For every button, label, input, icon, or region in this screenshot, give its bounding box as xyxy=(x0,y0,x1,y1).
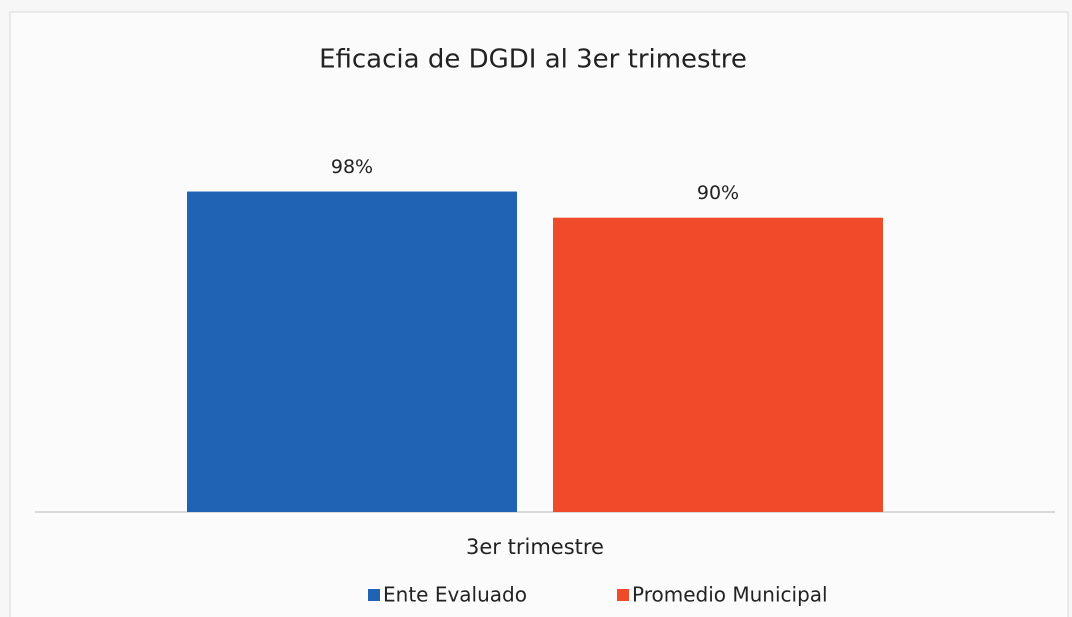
legend-label: Ente Evaluado xyxy=(383,583,527,607)
chart-frame xyxy=(9,11,1069,617)
legend-swatch xyxy=(368,589,380,601)
value-label: 90% xyxy=(697,182,739,204)
chart-title: Eficacia de DGDI al 3er trimestre xyxy=(319,45,747,75)
legend-label: Promedio Municipal xyxy=(632,583,828,607)
bar xyxy=(553,217,883,512)
value-label: 98% xyxy=(331,156,373,178)
bar xyxy=(187,191,517,513)
x-tick-label: 3er trimestre xyxy=(466,535,604,559)
legend-swatch xyxy=(617,589,629,601)
